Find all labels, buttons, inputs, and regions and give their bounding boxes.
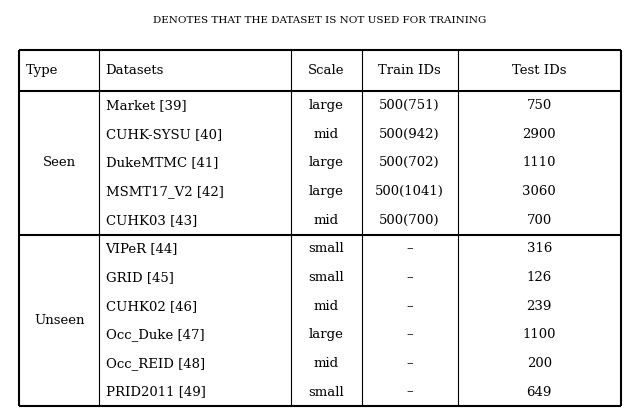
Text: Market [39]: Market [39] — [106, 99, 186, 112]
Text: 700: 700 — [527, 214, 552, 227]
Text: 3060: 3060 — [522, 185, 556, 198]
Text: 500(1041): 500(1041) — [375, 185, 444, 198]
Text: Occ_REID [48]: Occ_REID [48] — [106, 357, 205, 370]
Text: 316: 316 — [527, 242, 552, 255]
Text: –: – — [406, 271, 413, 284]
Text: –: – — [406, 357, 413, 370]
Text: 2900: 2900 — [522, 128, 556, 141]
Text: small: small — [308, 385, 344, 398]
Text: 500(700): 500(700) — [380, 214, 440, 227]
Text: –: – — [406, 385, 413, 398]
Text: CUHK-SYSU [40]: CUHK-SYSU [40] — [106, 128, 221, 141]
Text: Seen: Seen — [43, 156, 76, 169]
Text: large: large — [309, 156, 344, 169]
Text: PRID2011 [49]: PRID2011 [49] — [106, 385, 205, 398]
Text: CUHK02 [46]: CUHK02 [46] — [106, 300, 196, 313]
Text: –: – — [406, 242, 413, 255]
Text: Scale: Scale — [308, 64, 345, 77]
Text: 200: 200 — [527, 357, 552, 370]
Text: GRID [45]: GRID [45] — [106, 271, 173, 284]
Text: DukeMTMC [41]: DukeMTMC [41] — [106, 156, 218, 169]
Text: DENOTES THAT THE DATASET IS NOT USED FOR TRAINING: DENOTES THAT THE DATASET IS NOT USED FOR… — [154, 16, 486, 26]
Text: large: large — [309, 185, 344, 198]
Text: 500(702): 500(702) — [380, 156, 440, 169]
Text: Train IDs: Train IDs — [378, 64, 441, 77]
Text: 500(751): 500(751) — [380, 99, 440, 112]
Text: Test IDs: Test IDs — [512, 64, 566, 77]
Text: mid: mid — [314, 128, 339, 141]
Text: –: – — [406, 328, 413, 341]
Text: MSMT17_V2 [42]: MSMT17_V2 [42] — [106, 185, 223, 198]
Text: Type: Type — [26, 64, 58, 77]
Text: 750: 750 — [527, 99, 552, 112]
Text: 1100: 1100 — [522, 328, 556, 341]
Text: large: large — [309, 99, 344, 112]
Text: small: small — [308, 271, 344, 284]
Text: 649: 649 — [527, 385, 552, 398]
Text: CUHK03 [43]: CUHK03 [43] — [106, 214, 197, 227]
Text: mid: mid — [314, 300, 339, 313]
Text: 239: 239 — [527, 300, 552, 313]
Text: mid: mid — [314, 357, 339, 370]
Text: small: small — [308, 242, 344, 255]
Text: 1110: 1110 — [522, 156, 556, 169]
Text: large: large — [309, 328, 344, 341]
Text: Unseen: Unseen — [34, 314, 84, 327]
Text: 126: 126 — [527, 271, 552, 284]
Text: mid: mid — [314, 214, 339, 227]
Text: VIPeR [44]: VIPeR [44] — [106, 242, 178, 255]
Text: 500(942): 500(942) — [380, 128, 440, 141]
Text: Occ_Duke [47]: Occ_Duke [47] — [106, 328, 204, 341]
Text: –: – — [406, 300, 413, 313]
Text: Datasets: Datasets — [106, 64, 164, 77]
